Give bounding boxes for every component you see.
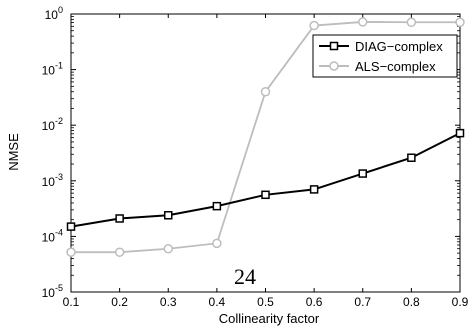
y-tick-label: 10-5 bbox=[42, 283, 63, 300]
data-point-diag bbox=[407, 153, 416, 162]
legend: DIAG−complex ALS−complex bbox=[312, 34, 458, 78]
data-point-als bbox=[455, 17, 465, 28]
y-tick-label: 10-4 bbox=[42, 227, 63, 244]
x-axis-label: Collinearity factor bbox=[219, 311, 320, 326]
series-diag bbox=[66, 128, 465, 231]
data-point-diag bbox=[309, 185, 319, 194]
data-point-diag bbox=[115, 214, 124, 223]
x-tick-label: 0.2 bbox=[111, 295, 128, 309]
data-point-als bbox=[163, 243, 173, 254]
x-tick-label: 0.7 bbox=[354, 295, 371, 309]
series-line-diag bbox=[70, 132, 461, 228]
data-point-als bbox=[66, 247, 76, 257]
page-number: 24 bbox=[234, 264, 256, 289]
legend-label-diag: DIAG−complex bbox=[355, 39, 443, 54]
legend-marker-als bbox=[329, 61, 339, 71]
data-point-als bbox=[212, 238, 222, 249]
data-point-diag bbox=[358, 169, 367, 178]
axes-layer: 0.1 0.2 0.3 0.4 0.5 0.6 0.7 0.8 0.9 100 10-1 10-2 10… bbox=[42, 5, 468, 309]
x-tick-label: 0.1 bbox=[63, 295, 80, 309]
x-tick-label: 0.4 bbox=[209, 295, 226, 309]
series-layer bbox=[66, 17, 465, 257]
data-point-als bbox=[406, 17, 417, 28]
x-tick-label: 0.8 bbox=[403, 295, 420, 309]
x-tick-label: 0.3 bbox=[160, 295, 177, 309]
data-point-diag bbox=[164, 211, 173, 220]
data-point-als bbox=[114, 247, 125, 257]
legend-marker-diag bbox=[329, 41, 339, 51]
data-point-diag bbox=[261, 190, 270, 200]
data-point-diag bbox=[455, 128, 465, 138]
y-tick-label: 10-3 bbox=[42, 172, 63, 189]
x-tick-label: 0.6 bbox=[306, 295, 323, 309]
y-tick-label: 100 bbox=[45, 5, 63, 22]
y-tick-label: 10-1 bbox=[42, 61, 63, 78]
data-point-als bbox=[358, 17, 368, 27]
data-point-diag bbox=[66, 222, 76, 231]
y-tick-label: 10-2 bbox=[42, 116, 63, 133]
data-point-als bbox=[260, 86, 271, 97]
x-tick-label: 0.9 bbox=[452, 295, 468, 309]
series-als bbox=[66, 17, 465, 257]
data-point-diag bbox=[212, 201, 222, 211]
x-tick-label: 0.5 bbox=[257, 295, 274, 309]
y-axis-label: NMSE bbox=[6, 133, 21, 171]
legend-label-als: ALS−complex bbox=[355, 59, 436, 74]
data-point-als bbox=[309, 20, 319, 31]
